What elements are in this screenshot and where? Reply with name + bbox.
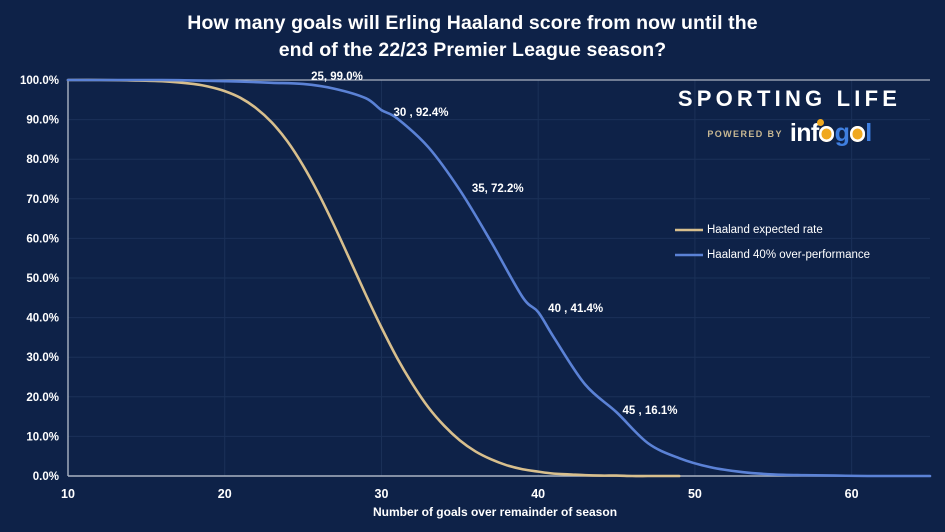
legend-item-label: Haaland expected rate	[707, 224, 823, 236]
y-axis-tick-labels: 0.0% 10.0% 20.0% 30.0% 40.0% 50.0% 60.0% 70.0% 8…	[20, 75, 59, 483]
y-axis-tick-label: 90.0%	[26, 115, 59, 127]
infogol-logo-l: l	[865, 119, 872, 147]
brand-sporting-life: SPORTING LIFE	[677, 86, 902, 111]
infogol-logo-g: g	[834, 119, 850, 147]
infogol-logo-in: in	[789, 119, 812, 147]
y-axis-tick-label: 20.0%	[26, 392, 59, 404]
y-axis-tick-label: 40.0%	[26, 313, 59, 325]
football-icon	[818, 126, 835, 142]
x-axis-tick-label: 10	[61, 487, 75, 501]
legend-item-label: Haaland 40% over-performance	[707, 249, 870, 261]
y-axis-tick-label: 0.0%	[33, 471, 59, 483]
data-point-annotations: 25, 99.0% 30 , 92.4% 35, 72.2% 40 , 41.4% 45…	[311, 71, 677, 417]
powered-by-label: POWERED BY	[707, 128, 783, 139]
football-icon-2	[849, 126, 866, 142]
chart-legend[interactable]: Haaland expected rate Haaland 40% over-pe…	[675, 224, 870, 261]
brand-powered-by-row: POWERED BY inf g l	[667, 119, 912, 147]
y-axis-tick-label: 60.0%	[26, 233, 59, 245]
y-axis-tick-label: 50.0%	[26, 273, 59, 285]
infogol-logo: inf g l	[789, 119, 872, 147]
data-series-lines	[66, 78, 932, 478]
x-axis-tick-label: 30	[375, 487, 389, 501]
y-axis-tick-label: 70.0%	[26, 194, 59, 206]
data-point-label: 25, 99.0%	[311, 71, 363, 83]
data-point-label: 35, 72.2%	[472, 183, 524, 195]
y-axis-tick-label: 100.0%	[20, 75, 59, 87]
data-point-label: 30 , 92.4%	[393, 107, 448, 119]
logo-accent-dot	[816, 119, 824, 126]
x-axis-tick-label: 40	[531, 487, 545, 501]
x-axis-tick-label: 50	[688, 487, 702, 501]
infogol-logo-f: f	[810, 119, 819, 147]
y-axis-tick-label: 80.0%	[26, 154, 59, 166]
x-axis-tick-labels: 10 20 30 40 50 60	[61, 487, 859, 501]
chart-title: How many goals will Erling Haaland score…	[187, 12, 758, 61]
data-point-label: 45 , 16.1%	[623, 405, 678, 417]
x-axis-title: Number of goals over remainder of season	[373, 505, 617, 519]
series-line	[66, 78, 932, 478]
y-axis-tick-label: 10.0%	[26, 431, 59, 443]
series-line	[66, 78, 681, 478]
y-axis-tick-label: 30.0%	[26, 352, 59, 364]
x-axis-tick-label: 60	[845, 487, 859, 501]
branding-block: SPORTING LIFE POWERED BY inf g l	[667, 88, 912, 146]
x-axis-tick-label: 20	[218, 487, 232, 501]
data-point-label: 40 , 41.4%	[548, 303, 603, 315]
